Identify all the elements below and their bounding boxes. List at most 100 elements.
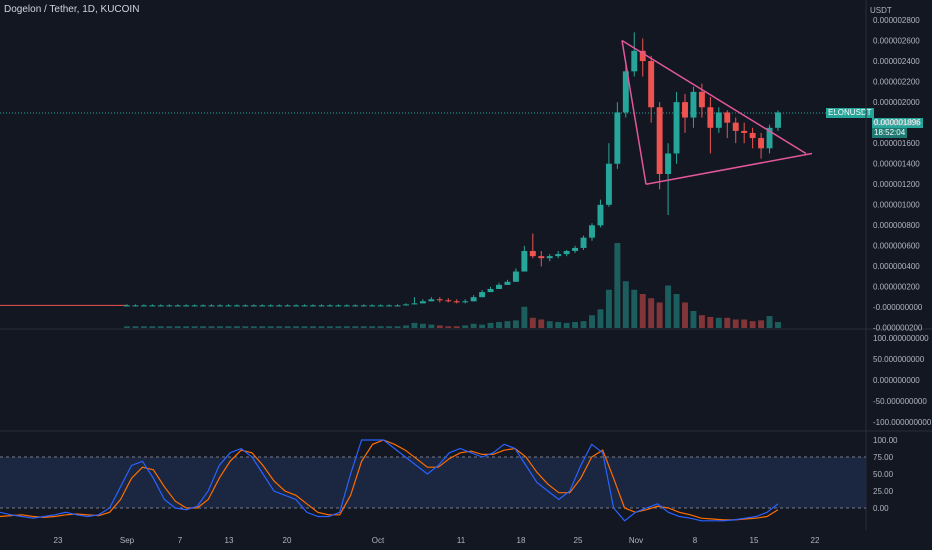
volume-bar <box>360 326 367 328</box>
candle-body <box>242 305 249 307</box>
candle-body <box>732 122 739 131</box>
volume-bar <box>301 326 308 328</box>
volume-bar <box>242 326 249 328</box>
volume-bar <box>673 294 680 328</box>
volume-bar <box>343 326 350 328</box>
volume-bar <box>428 324 435 328</box>
candle-body <box>250 305 257 307</box>
candle-body <box>403 304 409 306</box>
price-tick-label: 0.000002800 <box>873 16 920 25</box>
triangle-left-trendline <box>621 40 647 185</box>
time-tick-label: 8 <box>693 536 698 545</box>
candle-body <box>479 292 486 298</box>
volume-bar <box>310 326 316 328</box>
volume-bar <box>572 322 579 328</box>
volume-bar <box>318 326 325 328</box>
candle-body <box>318 305 325 307</box>
volume-bar <box>512 320 519 328</box>
candle-body <box>200 305 207 307</box>
volume-bar <box>504 321 511 328</box>
osc1-tick-label: -100.000000000 <box>873 418 932 427</box>
countdown-tag: 18:52:04 <box>872 128 908 138</box>
volume-bar <box>580 321 587 328</box>
volume-bar <box>690 311 697 328</box>
volume-bar <box>124 326 130 328</box>
volume-bar <box>183 326 190 328</box>
price-tick-label: 0.000001200 <box>873 180 920 189</box>
volume-bar <box>166 326 173 328</box>
price-tick-label: 0.000002200 <box>873 78 920 87</box>
candle-body <box>301 305 308 307</box>
candle-body <box>521 251 528 272</box>
candle-body <box>470 297 477 302</box>
volume-bar <box>589 315 595 328</box>
volume-bar <box>470 323 477 328</box>
candle-body <box>310 305 316 307</box>
candle-body <box>673 102 680 154</box>
volume-bar <box>665 285 672 328</box>
volume-bar <box>403 325 409 328</box>
volume-bar <box>250 326 257 328</box>
candle-body <box>589 225 595 238</box>
volume-bar <box>766 316 773 328</box>
volume-bar <box>276 326 283 328</box>
candle-body <box>462 301 469 303</box>
volume-bar <box>707 316 714 328</box>
volume-bar <box>352 326 359 328</box>
time-tick-label: 20 <box>283 536 292 545</box>
volume-bar <box>639 294 646 328</box>
price-tick-label: -0.000000000 <box>873 303 923 312</box>
stoch-tick-label: 100.00 <box>873 436 898 445</box>
candle-body <box>766 127 773 149</box>
volume-bar <box>326 326 333 328</box>
volume-bar <box>369 326 376 328</box>
volume-bar <box>191 326 198 328</box>
candle-body <box>487 288 494 293</box>
time-tick-label: Oct <box>372 536 385 545</box>
volume-bar <box>487 322 494 328</box>
candle-body <box>631 50 638 72</box>
price-tick-label: 0.000001000 <box>873 201 920 210</box>
price-tick-label: -0.000000200 <box>873 324 923 333</box>
volume-bar <box>267 326 274 328</box>
osc1-tick-label: 50.000000000 <box>873 355 925 364</box>
time-tick-label: Sep <box>120 536 135 545</box>
volume-bar <box>377 326 384 328</box>
time-tick-label: 15 <box>750 536 759 545</box>
stoch-tick-label: 75.00 <box>873 453 894 462</box>
price-tick-label: 0.000000800 <box>873 221 920 230</box>
candle-body <box>217 305 223 307</box>
candle-body <box>259 305 266 307</box>
volume-bar <box>411 322 418 328</box>
volume-bar <box>648 298 655 328</box>
volume-bar <box>200 326 207 328</box>
price-tick-label: 0.000002400 <box>873 57 920 66</box>
candle-body <box>369 305 376 307</box>
candle-body <box>622 71 629 113</box>
candle-body <box>140 305 147 307</box>
volume-bar <box>741 319 748 328</box>
candle-body <box>293 305 300 307</box>
candle-body <box>614 112 621 164</box>
volume-bar <box>631 289 638 328</box>
volume-bar <box>479 324 486 328</box>
stoch-band <box>0 457 866 508</box>
candle-body <box>132 305 139 307</box>
volume-bar <box>758 320 765 328</box>
time-tick-label: 13 <box>225 536 234 545</box>
candle-body <box>758 138 765 149</box>
stoch-tick-label: 25.00 <box>873 487 894 496</box>
candle-body <box>149 305 156 307</box>
stoch-k-line <box>0 439 779 522</box>
time-tick-label: Nov <box>629 536 643 545</box>
volume-bar <box>335 326 342 328</box>
volume-bar <box>732 319 739 328</box>
volume-bar <box>233 326 240 328</box>
candle-body <box>690 91 697 118</box>
candle-body <box>267 305 274 307</box>
volume-bar <box>225 326 232 328</box>
volume-bar <box>538 319 545 328</box>
volume-bar <box>724 317 731 328</box>
stoch-d-line <box>0 439 779 521</box>
